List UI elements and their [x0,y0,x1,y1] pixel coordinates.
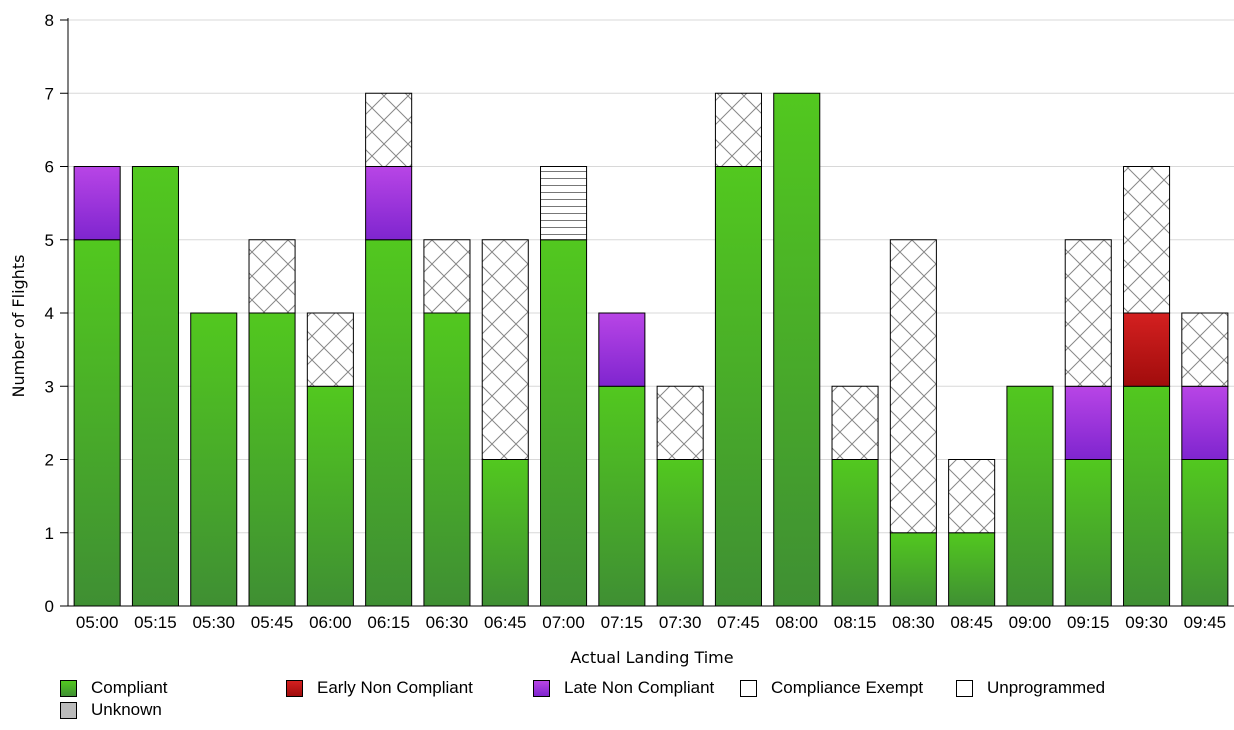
bars [73,92,1229,607]
y-tick-label: 3 [45,377,54,396]
legend-item: Unknown [60,698,162,722]
legend-swatch [956,679,973,697]
x-tick-label: 06:00 [309,613,352,632]
y-tick-label: 1 [45,524,54,543]
bar-segment [190,312,238,607]
x-tick-label: 09:00 [1009,613,1052,632]
x-tick-label: 07:30 [659,613,702,632]
y-axis-title: Number of Flights [9,255,28,398]
legend-swatch [286,679,303,697]
y-tick-label: 4 [45,304,54,323]
x-tick-label: 09:45 [1184,613,1227,632]
bar-segment [948,459,996,534]
x-tick-label: 05:15 [134,613,177,632]
bar-segment [1064,385,1112,460]
bar-segment [1123,166,1171,314]
x-tick-label: 08:15 [834,613,877,632]
x-tick-label: 06:45 [484,613,527,632]
legend-swatch [60,679,77,697]
x-tick-label: 05:30 [192,613,235,632]
x-tick-label: 08:45 [950,613,993,632]
x-tick-label: 07:15 [601,613,644,632]
bar-segment [540,166,588,241]
legend-label: Compliant [91,678,168,697]
x-tick-label: 05:45 [251,613,294,632]
x-tick-label: 07:00 [542,613,585,632]
legend-item: Compliance Exempt [740,676,923,700]
bar-segment [73,166,121,241]
bar-segment [1123,385,1171,607]
bar-segment [481,239,529,460]
bar-segment [831,385,879,460]
x-tick-label: 06:30 [426,613,469,632]
legend-item: Late Non Compliant [533,676,714,700]
bar-segment [131,166,179,607]
legend-item: Early Non Compliant [286,676,473,700]
bar-segment [1006,385,1054,607]
legend-label: Compliance Exempt [771,678,924,697]
bar-segment [1181,312,1229,387]
legend-swatch [533,679,550,697]
x-tick-label: 08:30 [892,613,935,632]
legend-label: Late Non Compliant [564,678,715,697]
bar-segment [1181,459,1229,607]
y-tick-label: 0 [45,597,54,616]
bar-segment [423,312,471,607]
bar-segment [365,166,413,241]
bar-segment [714,166,762,607]
gridlines [68,19,1234,534]
bar-segment [306,312,354,387]
bar-segment [1064,239,1112,387]
bar-segment [481,459,529,607]
legend-label: Early Non Compliant [317,678,473,697]
y-tick-label: 7 [45,84,54,103]
bar-segment [1181,385,1229,460]
legend-item: Unprogrammed [956,676,1105,700]
x-tick-label: 09:15 [1067,613,1110,632]
bar-segment [73,239,121,607]
bar-segment [248,312,296,607]
legend: Compliant Early Non Compliant Late Non Com… [60,676,1220,730]
bar-segment [540,239,588,607]
legend-label: Unknown [91,700,162,719]
x-tick-label: 06:15 [367,613,410,632]
bar-segment [889,239,937,534]
bar-segment [1064,459,1112,607]
legend-swatch [740,679,757,697]
x-tick-label: 08:00 [775,613,818,632]
bar-segment [598,312,646,387]
bar-segment [773,92,821,607]
x-tick-label: 05:00 [76,613,119,632]
legend-label: Unprogrammed [987,678,1106,697]
legend-swatch [60,701,77,719]
bar-segment [1123,312,1171,387]
bar-segment [306,385,354,607]
bar-segment [889,532,937,607]
bar-segment [248,239,296,314]
x-tick-label: 09:30 [1125,613,1168,632]
y-tick-label: 6 [45,158,54,177]
bar-segment [365,239,413,607]
bar-segment [714,92,762,167]
bar-segment [365,92,413,167]
bar-segment [423,239,471,314]
legend-item: Compliant [60,676,168,700]
axes: 0 1 2 3 4 5 6 7 8 05:00 05:15 05:30 05:45 06:00 06:15 0… [45,11,1234,632]
bar-segment [948,532,996,607]
y-tick-label: 8 [45,11,54,30]
bar-segment [598,385,646,607]
x-axis-title: Actual Landing Time [570,648,733,667]
bar-segment [656,459,704,607]
bar-segment [656,385,704,460]
bar-segment [831,459,879,607]
x-tick-label: 07:45 [717,613,760,632]
y-tick-label: 2 [45,451,54,470]
y-tick-label: 5 [45,231,54,250]
